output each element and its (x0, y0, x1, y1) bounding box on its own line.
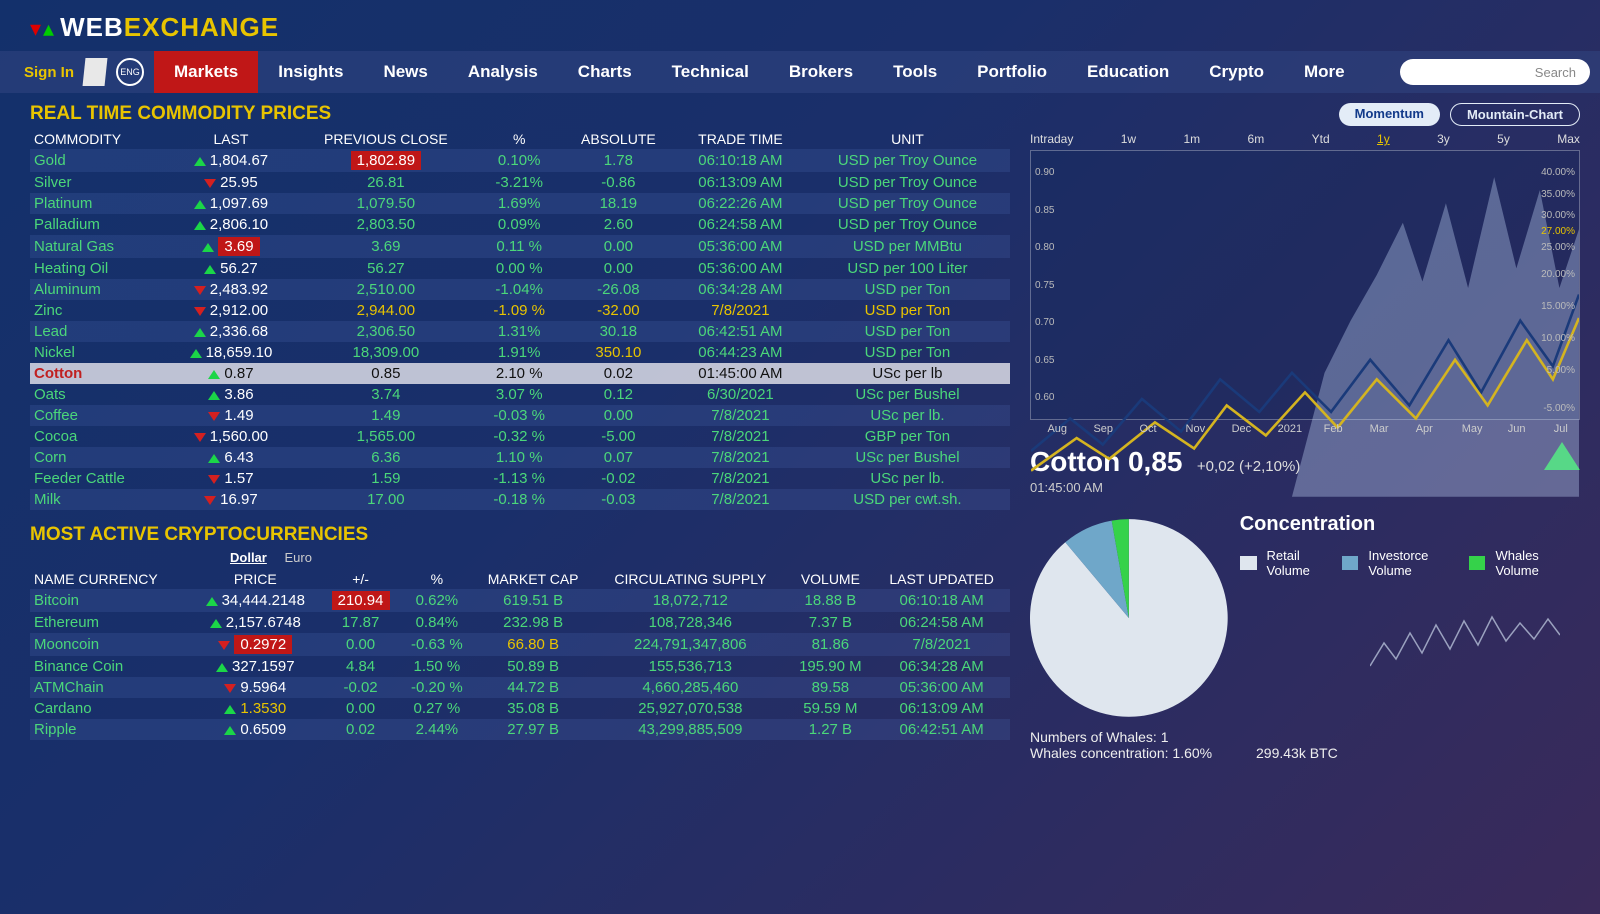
nav-portfolio[interactable]: Portfolio (957, 51, 1067, 93)
logo-text-a: WEB (60, 12, 124, 42)
signin-link[interactable]: Sign In (24, 64, 74, 81)
table-row[interactable]: Zinc2,912.002,944.00-1.09 %-32.007/8/202… (30, 300, 1010, 321)
table-row[interactable]: Gold1,804.671,802.890.10%1.7806:10:18 AM… (30, 149, 1010, 172)
range-intraday[interactable]: Intraday (1030, 132, 1073, 146)
table-row[interactable]: Bitcoin34,444.2148210.940.62%619.51 B18,… (30, 589, 1010, 612)
search-placeholder: Search (1535, 65, 1576, 80)
table-row[interactable]: Cotton0.870.852.10 %0.0201:45:00 AMUSc p… (30, 363, 1010, 384)
table-row[interactable]: Coffee1.491.49-0.03 %0.007/8/2021USc per… (30, 405, 1010, 426)
table-row[interactable]: Lead2,336.682,306.501.31%30.1806:42:51 A… (30, 321, 1010, 342)
search-input[interactable]: Search (1400, 59, 1590, 85)
table-row[interactable]: Feeder Cattle1.571.59-1.13 %-0.027/8/202… (30, 468, 1010, 489)
table-row[interactable]: Ripple0.65090.022.44%27.97 B43,299,885,5… (30, 719, 1010, 740)
nav-tools[interactable]: Tools (873, 51, 957, 93)
currency-dollar[interactable]: Dollar (230, 550, 267, 565)
table-row[interactable]: Platinum1,097.691,079.501.69%18.1906:22:… (30, 193, 1010, 214)
table-row[interactable]: Cocoa1,560.001,565.00-0.32 %-5.007/8/202… (30, 426, 1010, 447)
table-row[interactable]: ATMChain9.5964-0.02-0.20 %44.72 B4,660,2… (30, 677, 1010, 698)
whales-btc: 299.43k BTC (1256, 745, 1338, 761)
table-row[interactable]: Ethereum2,157.674817.870.84%232.98 B108,… (30, 612, 1010, 633)
commodities-table: COMMODITYLASTPREVIOUS CLOSE%ABSOLUTETRAD… (30, 129, 1010, 510)
currency-toggle: Dollar Euro (230, 550, 1010, 565)
range-6m[interactable]: 6m (1248, 132, 1265, 146)
nav-more[interactable]: More (1284, 51, 1365, 93)
tab-momentum[interactable]: Momentum (1339, 103, 1440, 126)
language-code: ENG (120, 67, 140, 77)
concentration-title: Concentration (1240, 513, 1580, 536)
table-row[interactable]: Nickel18,659.1018,309.001.91%350.1006:44… (30, 342, 1010, 363)
chart-area[interactable]: 0.900.850.800.750.700.650.6040.00%35.00%… (1030, 150, 1580, 420)
concentration-pie (1030, 513, 1228, 723)
range-3y[interactable]: 3y (1437, 132, 1450, 146)
logo-arrow-down-icon: ▾ (30, 16, 41, 41)
range-ytd[interactable]: Ytd (1312, 132, 1330, 146)
nav-charts[interactable]: Charts (558, 51, 652, 93)
logo-arrow-up-icon: ▴ (43, 16, 54, 41)
nav-insights[interactable]: Insights (258, 51, 363, 93)
table-row[interactable]: Palladium2,806.102,803.500.09%2.6006:24:… (30, 214, 1010, 235)
range-1y[interactable]: 1y (1377, 132, 1390, 146)
nav-crypto[interactable]: Crypto (1189, 51, 1284, 93)
nav-news[interactable]: News (363, 51, 447, 93)
table-row[interactable]: Cardano1.35300.000.27 %35.08 B25,927,070… (30, 698, 1010, 719)
table-row[interactable]: Natural Gas3.693.690.11 %0.0005:36:00 AM… (30, 235, 1010, 258)
legend-item: Investorce Volume (1342, 548, 1469, 578)
legend-item: Whales Volume (1469, 548, 1580, 578)
whales-count: Numbers of Whales: 1 (1030, 729, 1580, 745)
legend-item: Retail Volume (1240, 548, 1342, 578)
table-row[interactable]: Oats3.863.743.07 %0.126/30/2021USc per B… (30, 384, 1010, 405)
nav-technical[interactable]: Technical (652, 51, 769, 93)
whales-stats: Numbers of Whales: 1 Whales concentratio… (1030, 729, 1580, 761)
logo: ▾▴WEBEXCHANGE (0, 0, 1600, 51)
range-max[interactable]: Max (1557, 132, 1580, 146)
table-row[interactable]: Binance Coin327.15974.841.50 %50.89 B155… (30, 656, 1010, 677)
chart-ranges: Intraday 1w 1m 6m Ytd 1y 3y 5y Max (1030, 132, 1580, 146)
table-row[interactable]: Milk16.9717.00-0.18 %-0.037/8/2021USD pe… (30, 489, 1010, 510)
range-1w[interactable]: 1w (1121, 132, 1136, 146)
nav-education[interactable]: Education (1067, 51, 1189, 93)
tab-mountain[interactable]: Mountain-Chart (1450, 103, 1580, 126)
table-row[interactable]: Silver25.9526.81-3.21%-0.8606:13:09 AMUS… (30, 172, 1010, 193)
crypto-table: NAME CURRENCYPRICE+/-%MARKET CAPCIRCULAT… (30, 569, 1010, 740)
table-row[interactable]: Corn6.436.361.10 %0.077/8/2021USc per Bu… (30, 447, 1010, 468)
language-globe-icon[interactable]: ENG (116, 58, 144, 86)
chart-tabs: Momentum Mountain-Chart (1030, 103, 1580, 126)
currency-euro[interactable]: Euro (284, 550, 311, 565)
nav-brokers[interactable]: Brokers (769, 51, 873, 93)
table-row[interactable]: Mooncoin0.29720.00-0.63 %66.80 B224,791,… (30, 633, 1010, 656)
crypto-title: MOST ACTIVE CRYPTOCURRENCIES (30, 524, 1010, 546)
table-row[interactable]: Heating Oil56.2756.270.00 %0.0005:36:00 … (30, 258, 1010, 279)
nav-analysis[interactable]: Analysis (448, 51, 558, 93)
range-5y[interactable]: 5y (1497, 132, 1510, 146)
commodities-title: REAL TIME COMMODITY PRICES (30, 103, 1010, 125)
range-1m[interactable]: 1m (1183, 132, 1200, 146)
nav-markets[interactable]: Markets (154, 51, 258, 93)
sparkline (1370, 611, 1560, 681)
whales-concentration: Whales concentration: 1.60% (1030, 745, 1212, 761)
nav-rect-icon[interactable] (83, 58, 108, 86)
table-row[interactable]: Aluminum2,483.922,510.00-1.04%-26.0806:3… (30, 279, 1010, 300)
navbar: Sign In ENG MarketsInsightsNewsAnalysisC… (0, 51, 1600, 93)
logo-text-b: EXCHANGE (124, 12, 279, 42)
